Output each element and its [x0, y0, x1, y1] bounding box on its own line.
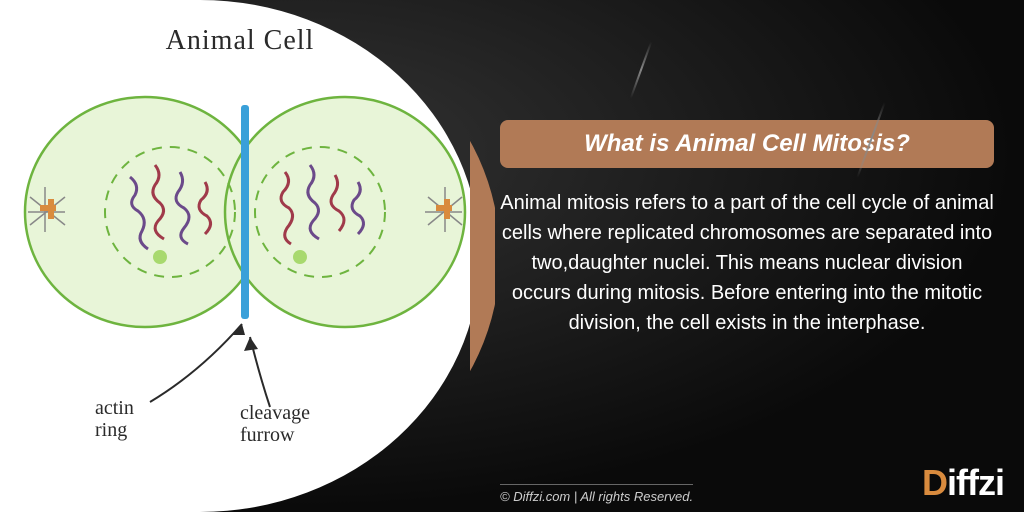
right-nucleolus	[293, 250, 307, 264]
decor-streak	[630, 41, 652, 98]
question-heading: What is Animal Cell Mitosis?	[500, 120, 994, 168]
infographic-container: What is Animal Cell Mitosis? Animal mito…	[0, 0, 1024, 512]
cleavage-furrow-label: cleavage furrow	[240, 402, 310, 446]
logo-main: iffzi	[947, 462, 1004, 503]
cleavage-furrow-shape	[241, 105, 249, 319]
cell-diagram: actin ring cleavage furrow	[0, 57, 480, 457]
actin-ring-label: actin ring	[95, 397, 134, 441]
diagram-panel: Animal Cell	[0, 0, 480, 512]
footer: © Diffzi.com | All rights Reserved. Diff…	[500, 462, 1004, 504]
left-nucleolus	[153, 250, 167, 264]
actin-ring-arrow	[150, 324, 242, 402]
cell-svg	[0, 57, 480, 457]
arrowhead	[232, 324, 245, 335]
logo-accent: D	[922, 462, 947, 503]
body-text: Animal mitosis refers to a part of the c…	[500, 188, 994, 338]
copyright-text: © Diffzi.com | All rights Reserved.	[500, 484, 693, 504]
brand-logo: Diffzi	[922, 462, 1004, 504]
arrowhead	[244, 337, 258, 351]
